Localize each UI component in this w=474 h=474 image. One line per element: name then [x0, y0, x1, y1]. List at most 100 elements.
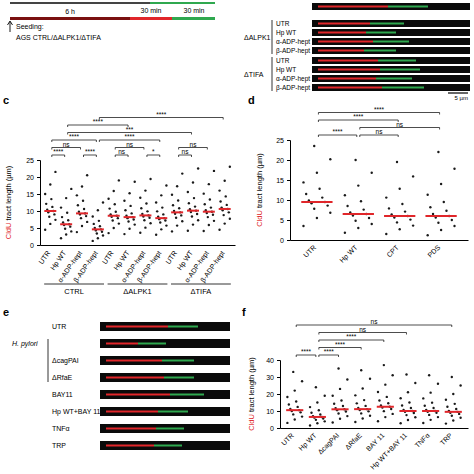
- x-axis: UTRHp WTCPTPDS: [291, 240, 469, 265]
- y-tick: 25: [26, 157, 40, 164]
- data-point: [318, 409, 320, 411]
- data-point: [340, 399, 342, 401]
- data-point: [130, 212, 132, 214]
- data-point: [445, 399, 447, 401]
- data-point: [354, 394, 356, 396]
- group-bracket: [272, 57, 273, 91]
- significance-label: ****: [353, 113, 364, 120]
- x-axis-line: [41, 245, 236, 246]
- data-point: [412, 175, 414, 177]
- data-point: [398, 188, 400, 190]
- data-point: [93, 223, 95, 225]
- x-tick: TNFα: [414, 428, 431, 449]
- data-point: [156, 210, 158, 212]
- y-tick-label: 10: [26, 208, 34, 215]
- y-axis-title: CldU tract length (µm): [247, 357, 256, 431]
- fiber-green: [370, 23, 404, 25]
- group-bracket: [272, 20, 273, 54]
- y-axis-line: [277, 361, 281, 429]
- fiber-green: [376, 78, 412, 80]
- x-tick-label: CPT: [385, 243, 400, 258]
- row-label: α-ADP-hept: [276, 75, 310, 83]
- data-point: [315, 419, 317, 421]
- fiber-image: [100, 390, 230, 399]
- median-line: [76, 212, 88, 214]
- median-line: [301, 201, 332, 203]
- fiber-image: [312, 57, 470, 64]
- data-point: [329, 158, 331, 160]
- x-tick: Hp WT: [338, 240, 360, 265]
- data-point: [102, 201, 104, 203]
- data-point: [187, 191, 189, 193]
- y-tick-mark: [37, 211, 40, 212]
- data-point: [286, 422, 288, 424]
- data-point: [440, 183, 442, 185]
- fibers-top: UTRHp WTα-ADP-heptβ-ADP-heptΔALPK1UTRHp …: [244, 3, 470, 101]
- data-point: [107, 198, 109, 200]
- data-point: [164, 219, 166, 221]
- data-point: [228, 211, 230, 213]
- y-axis-title-part: CldU: [255, 210, 264, 227]
- significance-label: ns: [63, 141, 71, 148]
- data-point: [118, 222, 120, 224]
- data-point: [356, 402, 358, 404]
- x-tick: CPT: [385, 240, 400, 258]
- fiber-green: [373, 41, 409, 43]
- data-point: [357, 227, 359, 229]
- significance-label: ns: [359, 326, 367, 333]
- significance-label: *: [152, 148, 155, 155]
- chart-panel: f010203040CldU tract length (µm)UTRHp WT…: [242, 306, 469, 472]
- data-point: [407, 391, 409, 393]
- data-point: [171, 230, 173, 232]
- median-line: [422, 410, 439, 412]
- group-label: CTRL: [64, 287, 84, 296]
- fiber-image: [312, 47, 470, 54]
- data-point: [134, 181, 136, 183]
- data-point: [69, 225, 71, 227]
- x-tick: ΔRfaE: [344, 428, 363, 451]
- data-point: [369, 415, 371, 417]
- data-point: [339, 418, 341, 420]
- data-point: [371, 223, 373, 225]
- data-point: [111, 219, 113, 221]
- x-tick: TRP: [439, 428, 454, 446]
- row-label: α-ADP-hept: [276, 38, 310, 46]
- data-point: [50, 198, 52, 200]
- data-point: [412, 224, 414, 226]
- fiber-red: [106, 360, 162, 362]
- y-tick-mark: [287, 240, 290, 241]
- fiber-image: [312, 3, 470, 10]
- fiber-image: [312, 20, 470, 27]
- data-point: [223, 222, 225, 224]
- y-tick-label: 5: [30, 225, 34, 232]
- data-point: [405, 373, 407, 375]
- group-line: [171, 284, 231, 285]
- data-point: [192, 181, 194, 183]
- data-point: [107, 232, 109, 234]
- data-point: [404, 210, 406, 212]
- x-axis: UTRHp WTα-ADP-heptβ-ADP-heptUTRHp WTα-AD…: [37, 245, 235, 284]
- fiber-green: [382, 87, 424, 89]
- fiber-red: [318, 50, 364, 52]
- data-point: [435, 412, 437, 414]
- x-tick-label: β-ADP-hept: [72, 249, 100, 284]
- significance-bracket: [52, 140, 97, 142]
- x-tick: PDS: [426, 240, 441, 259]
- data-point: [398, 228, 400, 230]
- y-tick-mark: [37, 194, 40, 195]
- median-line: [44, 210, 56, 212]
- data-point: [302, 181, 304, 183]
- data-point: [148, 217, 150, 219]
- median-line: [124, 216, 136, 218]
- row-label: TRP: [52, 442, 66, 449]
- data-point: [65, 197, 67, 199]
- data-point: [155, 201, 157, 203]
- data-point: [54, 171, 56, 173]
- data-point: [384, 383, 386, 385]
- data-point: [204, 203, 206, 205]
- y-tick-mark: [37, 245, 40, 246]
- y-tick-label: 15: [26, 191, 34, 198]
- median-line: [203, 211, 215, 213]
- x-axis: UTRHp WTΔcagPAIΔRfaEBAY 11Hp WT+BAY 11TN…: [280, 428, 469, 472]
- row-label: ΔRfaE: [52, 374, 73, 381]
